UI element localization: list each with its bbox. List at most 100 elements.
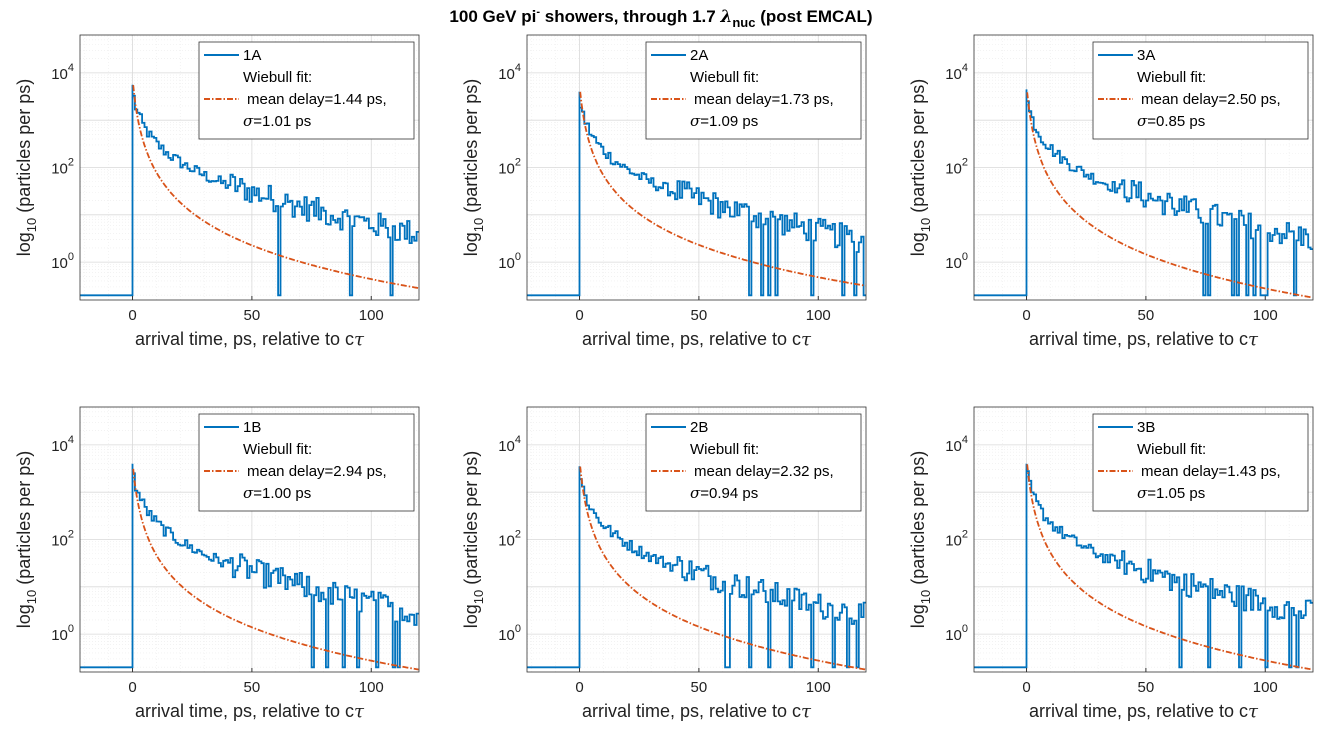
y-tick-label: 100 [51,251,74,272]
panel-1A: 0 50 100 100 102 104 arrival time, ps, relativ… [14,34,420,350]
data-series-3B [974,463,1313,669]
x-tick-label: 50 [691,307,708,324]
y-tick-label: 102 [945,157,968,178]
legend-label-mean: mean delay=2.32 ps, [694,463,834,480]
legend-label-sigma: σ=1.05 ps [1137,484,1205,502]
x-tick-label: 50 [244,679,261,696]
x-tick-label: 100 [359,307,384,324]
y-axis-label: log10 (particles per ps) [908,79,933,257]
fit-curve-3A [1026,92,1313,299]
data-series-2A [527,91,866,297]
axes-box [973,406,1314,673]
x-tick-label: 0 [575,307,583,324]
x-tick-label: 0 [128,679,136,696]
x-tick-label: 100 [359,679,384,696]
legend-label-fit: Wiebull fit: [690,69,759,86]
legend-label-fit: Wiebull fit: [1137,69,1206,86]
legend-label-series: 3B [1137,419,1155,436]
legend-label-mean: mean delay=2.94 ps, [247,463,387,480]
y-tick-label: 104 [498,62,521,83]
x-tick-label: 50 [244,307,261,324]
y-tick-label: 100 [945,251,968,272]
legend: 2A Wiebull fit: mean delay=1.73 ps, σ=1.09 … [645,41,862,140]
legend-label-fit: Wiebull fit: [690,441,759,458]
axes-box [79,34,420,301]
x-axis-label: arrival time, ps, relative to cτ [582,701,812,722]
legend-label-series: 1A [243,47,261,64]
y-tick-label: 100 [498,251,521,272]
panel-1B: 0 50 100 100 102 104 arrival time, ps, relativ… [14,406,420,722]
x-tick-label: 50 [1138,679,1155,696]
x-axis-label: arrival time, ps, relative to cτ [1029,329,1259,350]
fit-curve-3B [1026,464,1313,671]
x-axis-label: arrival time, ps, relative to cτ [1029,701,1259,722]
legend: 1A Wiebull fit: mean delay=1.44 ps, σ=1.01 … [198,41,415,140]
y-tick-label: 102 [945,529,968,550]
legend-label-sigma: σ=1.09 ps [690,112,758,130]
figure-title: 100 GeV pi- showers, through 1.7 λnuc (p… [449,6,872,30]
y-tick-label: 102 [498,157,521,178]
axes-box [526,406,867,673]
y-tick-label: 104 [51,62,74,83]
legend-label-fit: Wiebull fit: [1137,441,1206,458]
fit-curve-2A [579,91,866,287]
y-axis-label: log10 (particles per ps) [14,451,39,629]
panel-3B: 0 50 100 100 102 104 arrival time, ps, relativ… [908,406,1314,722]
x-tick-label: 50 [691,679,708,696]
legend-label-sigma: σ=1.00 ps [243,484,311,502]
legend-label-mean: mean delay=1.43 ps, [1141,463,1281,480]
y-tick-label: 104 [945,62,968,83]
legend-label-series: 2A [690,47,708,64]
y-tick-label: 104 [51,434,74,455]
y-tick-label: 100 [51,623,74,644]
panel-2B: 0 50 100 100 102 104 arrival time, ps, relativ… [461,406,867,722]
y-tick-label: 104 [945,434,968,455]
x-tick-label: 100 [1253,679,1278,696]
y-axis-label: log10 (particles per ps) [908,451,933,629]
data-series-2B [527,466,866,669]
x-tick-label: 0 [128,307,136,324]
legend: 3A Wiebull fit: mean delay=2.50 ps, σ=0.85 … [1092,41,1309,140]
panel-2A: 0 50 100 100 102 104 arrival time, ps, relativ… [461,34,867,350]
panel-3A: 0 50 100 100 102 104 arrival time, ps, relativ… [908,34,1314,350]
fit-curve-1A [132,85,419,289]
legend-label-sigma: σ=0.85 ps [1137,112,1205,130]
x-tick-label: 50 [1138,307,1155,324]
legend-label-series: 3A [1137,47,1155,64]
x-tick-label: 100 [806,679,831,696]
legend-label-mean: mean delay=1.44 ps, [247,91,387,108]
legend: 3B Wiebull fit: mean delay=1.43 ps, σ=1.05 … [1092,413,1309,512]
data-series-3A [974,89,1313,297]
legend-label-mean: mean delay=1.73 ps, [694,91,834,108]
x-tick-label: 0 [575,679,583,696]
y-tick-label: 102 [51,157,74,178]
legend-label-sigma: σ=0.94 ps [690,484,758,502]
legend-label-fit: Wiebull fit: [243,441,312,458]
legend: 1B Wiebull fit: mean delay=2.94 ps, σ=1.00 … [198,413,415,512]
legend: 2B Wiebull fit: mean delay=2.32 ps, σ=0.94 … [645,413,862,512]
axes-box [526,34,867,301]
legend-label-series: 1B [243,419,261,436]
axes-box [973,34,1314,301]
data-series-1A [80,84,419,297]
y-axis-label: log10 (particles per ps) [461,451,486,629]
x-tick-label: 100 [1253,307,1278,324]
x-tick-label: 100 [806,307,831,324]
y-tick-label: 100 [498,623,521,644]
y-tick-label: 102 [498,529,521,550]
fit-curve-2B [579,466,866,671]
x-tick-label: 0 [1022,307,1030,324]
x-axis-label: arrival time, ps, relative to cτ [582,329,812,350]
x-axis-label: arrival time, ps, relative to cτ [135,701,365,722]
legend-label-mean: mean delay=2.50 ps, [1141,91,1281,108]
axes-box [79,406,420,673]
y-axis-label: log10 (particles per ps) [14,79,39,257]
x-axis-label: arrival time, ps, relative to cτ [135,329,365,350]
legend-label-series: 2B [690,419,708,436]
data-series-1B [80,463,419,669]
y-tick-label: 100 [945,623,968,644]
legend-label-fit: Wiebull fit: [243,69,312,86]
y-axis-label: log10 (particles per ps) [461,79,486,257]
fit-curve-1B [132,468,419,671]
